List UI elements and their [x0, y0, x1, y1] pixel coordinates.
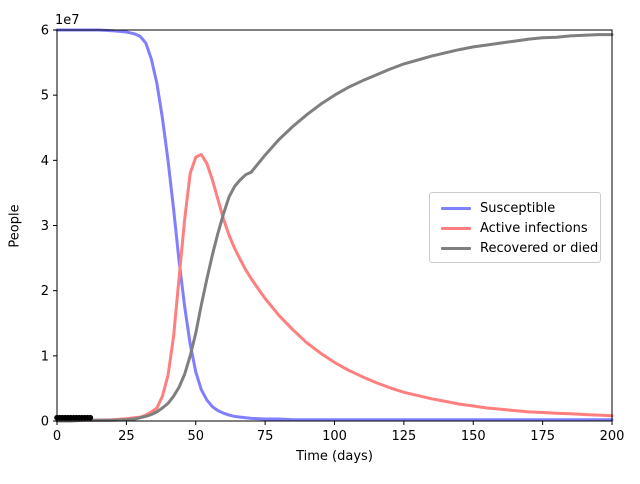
recovered-or-died-line-swatch — [441, 246, 471, 250]
y-tick-label: 4 — [41, 154, 49, 169]
legend-label-recovered-or-died: Recovered or died — [480, 240, 599, 256]
y-axis-offset-text: 1e7 — [55, 13, 80, 28]
y-tick-label: 0 — [41, 415, 49, 430]
x-tick-label: 175 — [530, 429, 555, 444]
susceptible-line — [55, 28, 614, 422]
legend-label-susceptible: Susceptible — [480, 200, 556, 216]
y-tick-label: 3 — [41, 219, 49, 234]
active-infections-line — [55, 153, 614, 423]
active-infections-line-swatch — [441, 226, 471, 230]
legend: Susceptible Active infections Recovered … — [429, 192, 601, 263]
x-tick-label: 200 — [600, 429, 625, 444]
x-axis-label: Time (days) — [296, 449, 373, 464]
y-tick-label: 6 — [41, 24, 49, 39]
y-tick-label: 1 — [41, 349, 49, 364]
x-tick-label: 150 — [461, 429, 486, 444]
legend-label-active-infections: Active infections — [480, 220, 588, 236]
legend-item-recovered-or-died: Recovered or died — [441, 238, 598, 258]
recovered-or-died-line — [55, 33, 614, 423]
y-tick-label: 5 — [41, 89, 49, 104]
y-tick-label: 2 — [41, 284, 49, 299]
observed-data-point — [87, 414, 94, 421]
legend-item-active-infections: Active infections — [441, 218, 590, 238]
x-tick-label: 100 — [322, 429, 347, 444]
x-tick-label: 50 — [187, 429, 204, 444]
x-tick-label: 75 — [257, 429, 274, 444]
x-tick-label: 25 — [118, 429, 135, 444]
y-axis-label: People — [7, 204, 23, 248]
x-tick-label: 0 — [53, 429, 61, 444]
legend-item-susceptible: Susceptible — [441, 198, 590, 218]
x-tick-label: 125 — [391, 429, 416, 444]
susceptible-line-swatch — [441, 206, 471, 210]
